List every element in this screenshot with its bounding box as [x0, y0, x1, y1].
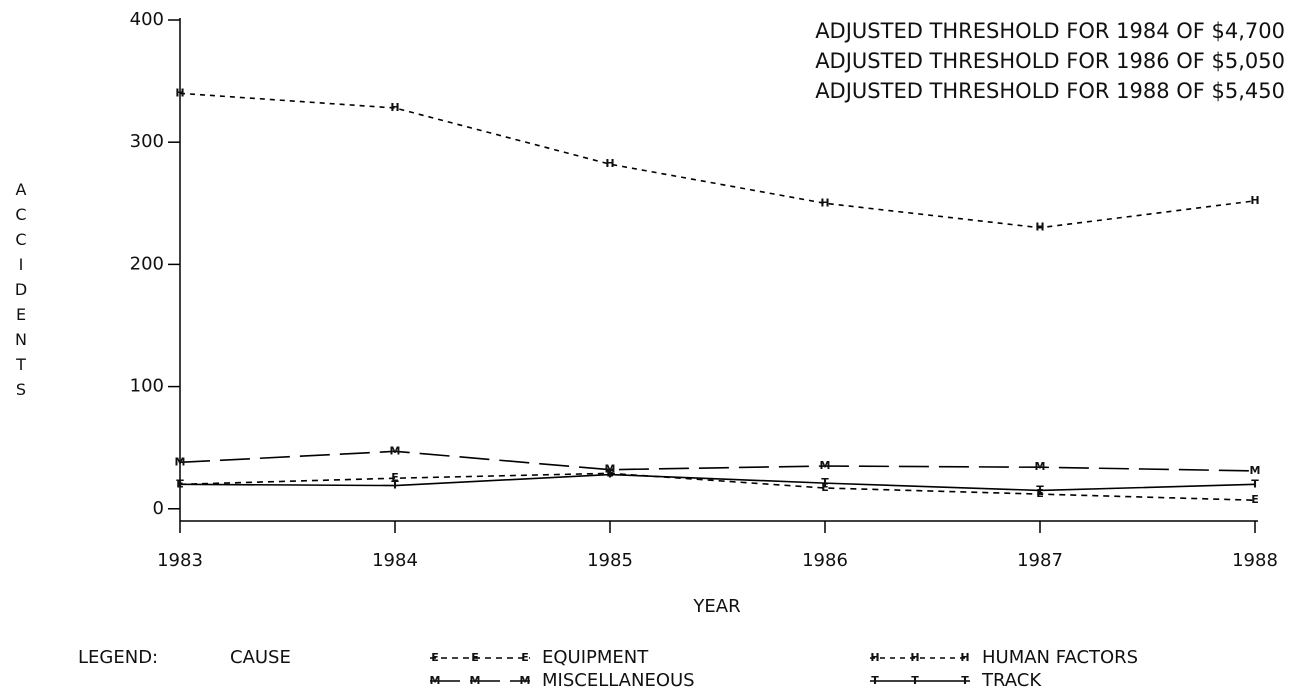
series-marker: E — [176, 477, 184, 490]
legend-label: MISCELLANEOUS — [542, 670, 695, 691]
series-line — [179, 472, 1256, 502]
legend-marker: T — [911, 674, 919, 687]
legend-marker: T — [961, 674, 969, 687]
series-marker: E — [391, 471, 399, 484]
series-marker: H — [1250, 194, 1259, 207]
y-axis-label: ACCIDENTS — [12, 180, 31, 405]
x-axis-label: YEAR — [692, 596, 740, 617]
y-tick-label: 100 — [130, 376, 164, 397]
legend-marker: H — [870, 651, 879, 664]
series-marker: H — [605, 157, 614, 170]
series-marker: M — [175, 455, 186, 468]
legend-marker: M — [520, 674, 531, 687]
series-marker: E — [821, 481, 829, 494]
series-marker: E — [1036, 487, 1044, 500]
legend-marker: H — [910, 651, 919, 664]
series-marker: M — [820, 459, 831, 472]
legend-title: LEGEND: — [78, 647, 158, 668]
series-marker: M — [1250, 464, 1261, 477]
series-marker: H — [1035, 221, 1044, 234]
legend-label: EQUIPMENT — [542, 647, 649, 668]
x-tick-label: 1988 — [1232, 550, 1278, 571]
legend-marker: M — [430, 674, 441, 687]
x-tick-label: 1984 — [372, 550, 418, 571]
series-marker: T — [1251, 477, 1259, 490]
series-marker: E — [606, 466, 614, 479]
y-tick-label: 400 — [130, 9, 164, 30]
series-marker: T — [606, 468, 614, 481]
series-marker: E — [1251, 493, 1259, 506]
legend-marker: E — [431, 651, 439, 664]
y-tick-label: 200 — [130, 253, 164, 274]
y-tick-label: 300 — [130, 131, 164, 152]
series-line — [179, 450, 1256, 472]
series-line — [179, 92, 1256, 229]
legend-marker: M — [470, 674, 481, 687]
legend-marker: E — [521, 651, 529, 664]
series-marker: M — [605, 463, 616, 476]
x-tick-label: 1985 — [587, 550, 633, 571]
x-tick-label: 1983 — [157, 550, 203, 571]
x-tick-label: 1986 — [802, 550, 848, 571]
series-marker: M — [1035, 460, 1046, 473]
annotation: ADJUSTED THRESHOLD FOR 1986 OF $5,050 — [815, 49, 1285, 73]
y-tick-label: 0 — [153, 498, 164, 519]
legend-label: HUMAN FACTORS — [982, 647, 1138, 668]
annotation: ADJUSTED THRESHOLD FOR 1988 OF $5,450 — [815, 79, 1285, 103]
series-marker: H — [390, 101, 399, 114]
series-marker: H — [175, 86, 184, 99]
series-marker: T — [1036, 483, 1044, 496]
series-marker: T — [391, 479, 399, 492]
legend-subtitle: CAUSE — [230, 647, 291, 668]
series-marker: M — [390, 444, 401, 457]
series-line — [179, 473, 1256, 492]
x-tick-label: 1987 — [1017, 550, 1063, 571]
legend-label: TRACK — [981, 670, 1042, 691]
series-marker: T — [821, 476, 829, 489]
legend-marker: H — [960, 651, 969, 664]
annotation: ADJUSTED THRESHOLD FOR 1984 OF $4,700 — [815, 19, 1285, 43]
series-marker: H — [820, 196, 829, 209]
series-marker: T — [176, 477, 184, 490]
legend-marker: E — [471, 651, 479, 664]
legend-marker: T — [871, 674, 879, 687]
